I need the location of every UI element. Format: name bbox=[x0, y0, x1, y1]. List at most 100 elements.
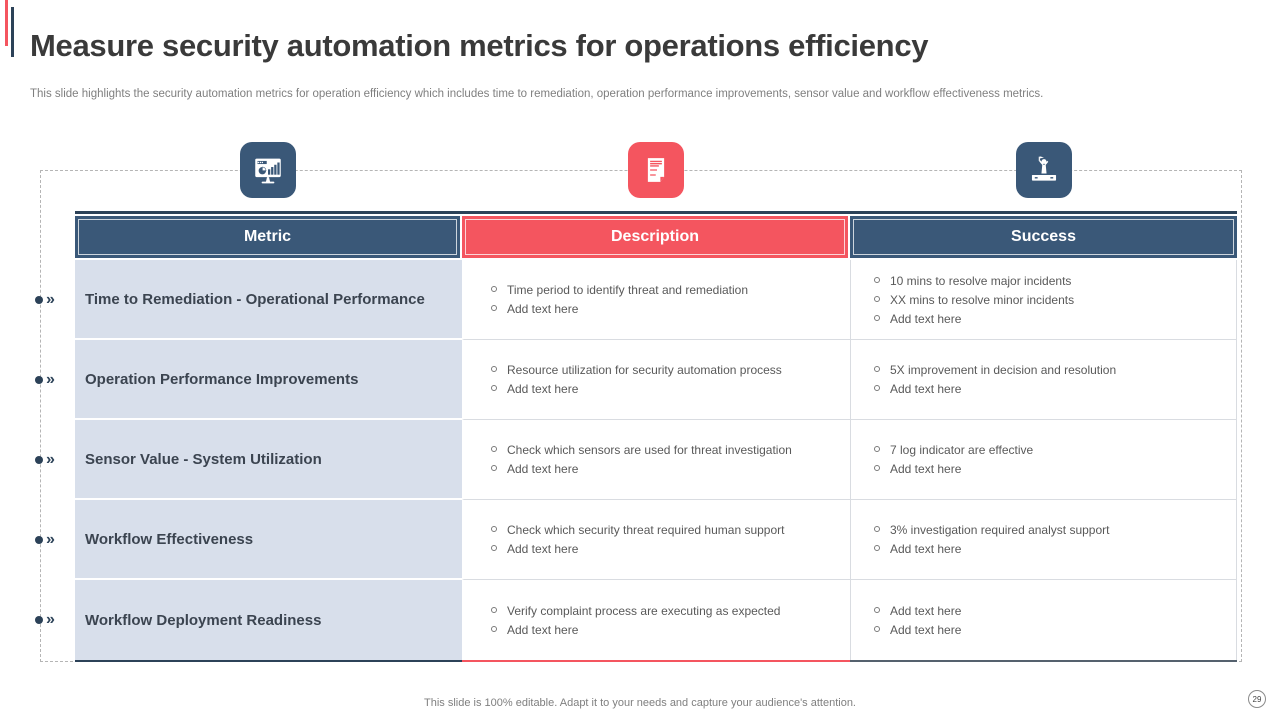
page-number: 29 bbox=[1252, 694, 1262, 704]
bullet-text: Verify complaint process are executing a… bbox=[507, 603, 781, 618]
bullet-text: Check which security threat required hum… bbox=[507, 523, 785, 537]
circle-bullet-icon bbox=[874, 366, 880, 372]
bullet-item: 7 log indicator are effective bbox=[874, 442, 1228, 458]
double-chevron-icon: » bbox=[46, 611, 55, 628]
winner-podium-icon bbox=[1031, 156, 1057, 181]
bullet-text: Add text here bbox=[507, 622, 579, 637]
description-cell: Verify complaint process are executing a… bbox=[462, 580, 850, 660]
bullet-text: Add text here bbox=[890, 622, 962, 637]
bullet-text: Add text here bbox=[890, 462, 962, 476]
bullet-item: Add text here bbox=[491, 541, 842, 557]
table-row: » Time to Remediation - Operational Perf… bbox=[33, 260, 1237, 340]
circle-bullet-icon bbox=[874, 465, 880, 471]
description-cell: Time period to identify threat and remed… bbox=[462, 260, 850, 340]
header-gutter bbox=[33, 216, 75, 258]
bullet-text: Add text here bbox=[890, 542, 962, 556]
bullet-item: XX mins to resolve minor incidents bbox=[874, 292, 1228, 308]
bullet-text: Add text here bbox=[507, 302, 579, 316]
double-chevron-icon: » bbox=[46, 291, 55, 308]
metric-cell: Workflow Effectiveness bbox=[75, 500, 462, 580]
circle-bullet-icon bbox=[491, 366, 497, 372]
bullet-item: Add text here bbox=[491, 301, 842, 317]
bullet-item: 5X improvement in decision and resolutio… bbox=[874, 362, 1228, 378]
accent-bar-red bbox=[5, 0, 8, 46]
bullet-dot-icon bbox=[35, 296, 43, 304]
double-chevron-icon: » bbox=[46, 371, 55, 388]
success-cell: 7 log indicator are effective Add text he… bbox=[850, 420, 1237, 500]
bullet-item: 10 mins to resolve major incidents bbox=[874, 273, 1228, 289]
success-icon-box bbox=[1016, 142, 1072, 198]
metrics-table: Metric Description Success » Time to Rem… bbox=[33, 211, 1237, 662]
bullet-item: Add text here bbox=[874, 541, 1228, 557]
description-cell: Check which security threat required hum… bbox=[462, 500, 850, 580]
metric-icon-box bbox=[240, 142, 296, 198]
circle-bullet-icon bbox=[491, 625, 497, 632]
table-row: » Workflow Deployment Readiness Verify c… bbox=[33, 580, 1237, 660]
circle-bullet-icon bbox=[874, 606, 880, 613]
bullet-item: Add text here bbox=[874, 603, 1228, 619]
circle-bullet-icon bbox=[491, 526, 497, 532]
circle-bullet-icon bbox=[491, 385, 497, 391]
footer-note: This slide is 100% editable. Adapt it to… bbox=[424, 697, 856, 709]
bullet-text: 10 mins to resolve major incidents bbox=[890, 273, 1072, 288]
bottom-border-description bbox=[462, 660, 850, 662]
circle-bullet-icon bbox=[874, 446, 880, 452]
double-chevron-icon: » bbox=[46, 451, 55, 468]
bullet-text: Add text here bbox=[890, 382, 962, 396]
double-chevron-icon: » bbox=[46, 531, 55, 548]
bullet-dot-icon bbox=[35, 536, 43, 544]
bullet-text: Check which sensors are used for threat … bbox=[507, 443, 792, 457]
bullet-text: XX mins to resolve minor incidents bbox=[890, 292, 1075, 307]
row-marker: » bbox=[33, 420, 75, 500]
success-cell: Add text here Add text here bbox=[850, 580, 1237, 660]
success-cell: 5X improvement in decision and resolutio… bbox=[850, 340, 1237, 420]
bullet-text: Add text here bbox=[507, 462, 579, 476]
description-icon-box bbox=[628, 142, 684, 198]
circle-bullet-icon bbox=[491, 465, 497, 471]
bullet-item: Check which sensors are used for threat … bbox=[491, 442, 842, 458]
bullet-text: 5X improvement in decision and resolutio… bbox=[890, 363, 1117, 377]
bullet-dot-icon bbox=[35, 616, 43, 624]
bullet-text: Resource utilization for security automa… bbox=[507, 363, 782, 377]
table-row: » Operation Performance Improvements Res… bbox=[33, 340, 1237, 420]
bullet-item: 3% investigation required analyst suppor… bbox=[874, 522, 1228, 538]
circle-bullet-icon bbox=[491, 305, 497, 311]
table-body: » Time to Remediation - Operational Perf… bbox=[33, 260, 1237, 660]
success-cell: 10 mins to resolve major incidents XX min… bbox=[850, 260, 1237, 340]
bottom-border-success bbox=[850, 660, 1237, 662]
bullet-text: 3% investigation required analyst suppor… bbox=[890, 523, 1110, 537]
bullet-text: Add text here bbox=[507, 382, 579, 396]
page-title: Measure security automation metrics for … bbox=[30, 28, 929, 63]
circle-bullet-icon bbox=[874, 625, 880, 632]
table-row: » Workflow Effectiveness Check which sec… bbox=[33, 500, 1237, 580]
bullet-item: Verify complaint process are executing a… bbox=[491, 603, 842, 619]
bullet-item: Check which security threat required hum… bbox=[491, 522, 842, 538]
metric-cell: Operation Performance Improvements bbox=[75, 340, 462, 420]
bullet-text: Add text here bbox=[890, 311, 962, 326]
bullet-item: Add text here bbox=[491, 381, 842, 397]
table-header-row: Metric Description Success bbox=[33, 216, 1237, 258]
bullet-item: Time period to identify threat and remed… bbox=[491, 282, 842, 298]
column-header-description: Description bbox=[462, 216, 850, 258]
bullet-text: Add text here bbox=[507, 542, 579, 556]
bullet-item: Add text here bbox=[874, 622, 1228, 638]
metric-cell: Workflow Deployment Readiness bbox=[75, 580, 462, 660]
bullet-text: Time period to identify threat and remed… bbox=[507, 283, 749, 297]
bullet-item: Add text here bbox=[491, 622, 842, 638]
bottom-border-metric bbox=[75, 660, 462, 662]
bullet-text: Add text here bbox=[890, 603, 962, 618]
circle-bullet-icon bbox=[874, 295, 880, 302]
bullet-item: Add text here bbox=[874, 381, 1228, 397]
circle-bullet-icon bbox=[491, 446, 497, 452]
row-marker: » bbox=[33, 500, 75, 580]
metric-label: Operation Performance Improvements bbox=[85, 370, 359, 388]
metric-label: Workflow Deployment Readiness bbox=[85, 611, 322, 629]
bullet-text: 7 log indicator are effective bbox=[890, 443, 1034, 457]
metric-cell: Sensor Value - System Utilization bbox=[75, 420, 462, 500]
circle-bullet-icon bbox=[491, 545, 497, 551]
bullet-item: Add text here bbox=[874, 461, 1228, 477]
success-cell: 3% investigation required analyst suppor… bbox=[850, 500, 1237, 580]
bullet-dot-icon bbox=[35, 376, 43, 384]
circle-bullet-icon bbox=[491, 606, 497, 613]
bullet-item: Add text here bbox=[874, 311, 1228, 327]
